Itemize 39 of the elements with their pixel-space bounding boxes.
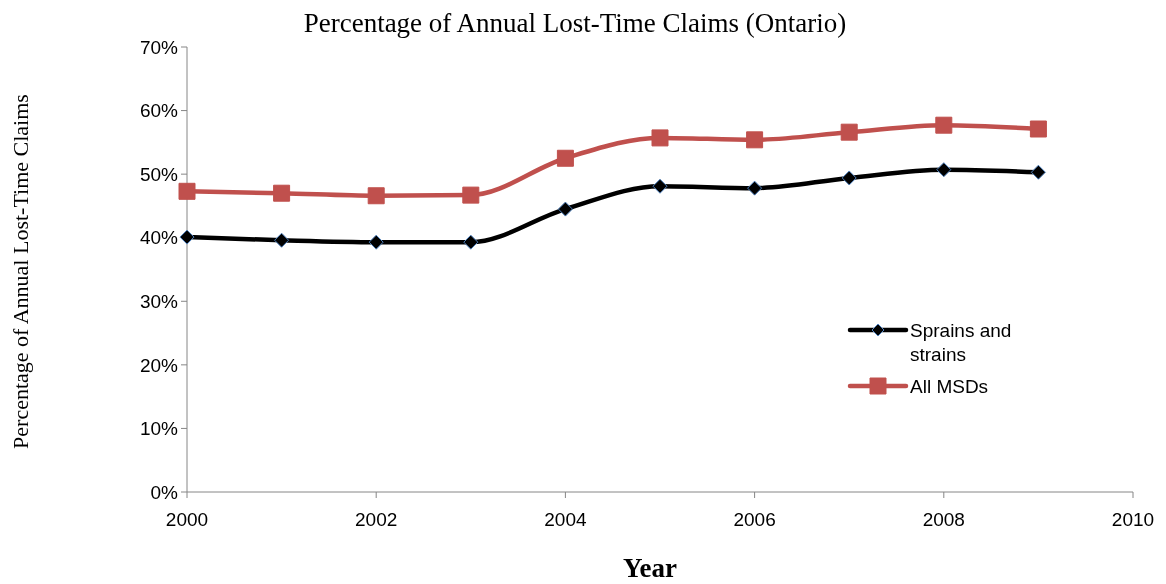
y-tick-label: 0% <box>150 481 179 503</box>
y-tick-label: 50% <box>139 163 179 185</box>
point <box>178 182 196 200</box>
point <box>746 131 764 149</box>
point <box>935 116 953 134</box>
point <box>840 123 858 141</box>
point <box>462 186 480 204</box>
y-tick-label: 10% <box>139 418 179 440</box>
x-tick-label: 2006 <box>733 509 776 530</box>
point <box>841 170 857 186</box>
point <box>557 201 573 217</box>
point <box>556 149 574 167</box>
y-tick-label: 20% <box>139 354 179 376</box>
point <box>179 229 195 245</box>
x-tick-label: 2000 <box>165 509 209 530</box>
point <box>274 232 290 248</box>
point <box>747 180 763 196</box>
x-tick-label: 2008 <box>922 509 965 530</box>
y-tick-label: 40% <box>139 227 179 249</box>
x-axis-title: Year <box>623 553 677 583</box>
point <box>651 129 669 147</box>
point <box>1029 120 1047 138</box>
point <box>1030 164 1046 180</box>
legend-label: Sprains and strains <box>910 320 1012 365</box>
legend-label: All MSDs <box>910 376 989 397</box>
y-tick-label: 60% <box>139 100 179 122</box>
y-tick-label: 30% <box>139 290 179 312</box>
y-axis-title: Percentage of Annual Lost-Time Claims <box>8 94 33 449</box>
x-tick-label: 2010 <box>1111 509 1155 530</box>
point <box>936 162 952 178</box>
point <box>273 184 291 202</box>
point <box>463 234 479 250</box>
y-tick-label: 70% <box>139 36 179 58</box>
point <box>368 234 384 250</box>
chart-title: Percentage of Annual Lost-Time Claims (Ontario) <box>303 8 847 38</box>
point <box>652 178 668 194</box>
x-tick-label: 2002 <box>355 509 398 530</box>
x-tick-label: 2004 <box>544 509 587 530</box>
point <box>367 187 385 205</box>
